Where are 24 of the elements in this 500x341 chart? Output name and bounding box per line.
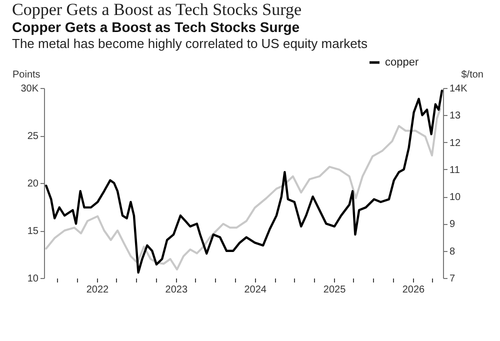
x-tick-label: 2023: [165, 284, 188, 296]
x-tick-label: 2025: [323, 284, 346, 296]
text: The metal has become highly correlated to US equity markets: [12, 36, 369, 52]
legend-label: copper: [385, 56, 419, 68]
y-tick-label: 15: [27, 226, 39, 237]
y2-tick-label: 14K: [450, 84, 468, 94]
x-tick-label: 2024: [244, 284, 267, 296]
y2-tick-label: 12: [450, 138, 462, 149]
chart-title: Copper Gets a Boost as Tech Stocks Surge: [12, 0, 303, 19]
y2-tick-label: 9: [450, 219, 456, 230]
chart-subtitle: Copper Gets a Boost as Tech Stocks Surge: [12, 19, 301, 36]
y2-tick-label: 11: [450, 164, 460, 176]
x-tick-label: 2022: [86, 284, 110, 296]
y2-tick-label: 10: [450, 192, 462, 204]
y2-axis-title: $/ton: [461, 70, 484, 80]
y-axis-title: Points: [12, 70, 40, 80]
y-tick-label: 10: [27, 274, 39, 284]
y2-tick-label: 8: [450, 246, 456, 258]
y-tick-label: 20: [27, 178, 39, 190]
y2-tick-label: 7: [450, 274, 456, 284]
x-tick-label: 2026: [402, 284, 425, 296]
y-tick-label: 30K: [20, 84, 39, 94]
y2-tick-label: 13: [450, 110, 462, 122]
y-tick-label: 25: [27, 131, 39, 142]
